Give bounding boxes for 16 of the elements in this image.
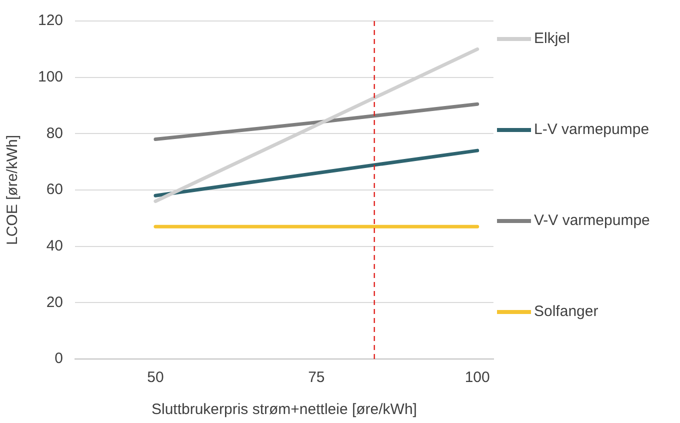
legend-label: V-V varmepumpe — [534, 212, 650, 229]
x-tick-label: 100 — [464, 369, 490, 386]
x-tick-label: 75 — [308, 369, 325, 386]
legend-label: Elkjel — [534, 30, 570, 47]
legend-label: Solfanger — [534, 303, 598, 320]
x-axis-title: Sluttbrukerpris strøm+nettleie [øre/kWh] — [151, 401, 417, 418]
y-tick-label: 60 — [46, 181, 64, 198]
y-tick-label: 80 — [46, 124, 64, 142]
y-tick-label: 0 — [54, 350, 64, 368]
y-tick-label: 120 — [38, 12, 64, 30]
y-tick-label: 40 — [46, 237, 64, 254]
y-axis-title: LCOE [øre/kWh] — [4, 134, 22, 246]
y-tick-label: 20 — [46, 294, 64, 311]
x-tick-label: 50 — [147, 369, 164, 386]
legend-label: L-V varmepumpe — [534, 121, 650, 138]
y-tick-label: 100 — [38, 68, 64, 86]
